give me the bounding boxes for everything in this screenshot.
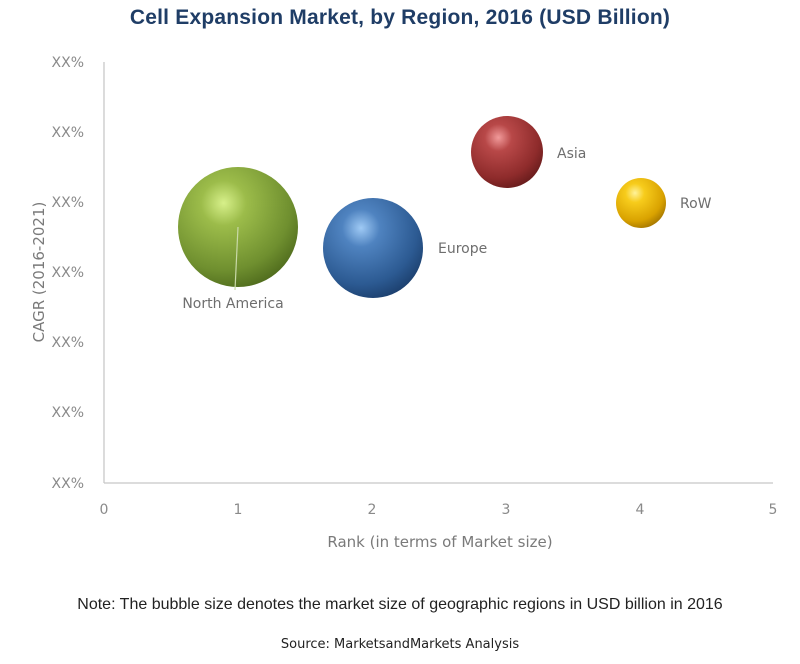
- chart-source: Source: MarketsandMarkets Analysis: [280, 637, 520, 652]
- chart-note: Note: The bubble size denotes the market…: [77, 596, 723, 613]
- leader-line: [234, 226, 239, 291]
- x-axis-ticks: 0 1 2 3 4 5: [100, 502, 778, 518]
- y-tick-label: XX%: [52, 476, 84, 492]
- x-tick-label: 1: [234, 502, 243, 518]
- label-asia: Asia: [557, 146, 586, 162]
- y-tick-label: XX%: [52, 55, 84, 71]
- bubble-north-america[interactable]: [178, 167, 298, 291]
- bubble-shape: [323, 198, 423, 298]
- x-tick-label: 2: [368, 502, 377, 518]
- y-tick-label: XX%: [52, 335, 84, 351]
- x-axis-title: Rank (in terms of Market size): [327, 533, 552, 551]
- label-row: RoW: [680, 196, 712, 212]
- y-tick-label: XX%: [52, 195, 84, 211]
- bubble-chart: XX% XX% XX% XX% XX% XX% XX% 0 1 2 3 4 5 …: [30, 55, 778, 551]
- label-north-america: North America: [182, 296, 283, 312]
- y-axis-ticks: XX% XX% XX% XX% XX% XX% XX%: [52, 55, 84, 492]
- y-tick-label: XX%: [52, 265, 84, 281]
- bubble-asia[interactable]: [471, 116, 543, 188]
- x-tick-label: 5: [769, 502, 778, 518]
- y-tick-label: XX%: [52, 405, 84, 421]
- y-axis-title: CAGR (2016-2021): [30, 202, 48, 343]
- label-europe: Europe: [438, 241, 487, 257]
- x-tick-label: 4: [636, 502, 645, 518]
- chart-title: Cell Expansion Market, by Region, 2016 (…: [129, 6, 671, 29]
- bubble-row[interactable]: [616, 178, 666, 228]
- x-tick-label: 0: [100, 502, 109, 518]
- bubble-shape: [616, 178, 666, 228]
- x-tick-label: 3: [502, 502, 511, 518]
- y-tick-label: XX%: [52, 125, 84, 141]
- bubble-shape: [471, 116, 543, 188]
- bubble-europe[interactable]: [323, 198, 423, 298]
